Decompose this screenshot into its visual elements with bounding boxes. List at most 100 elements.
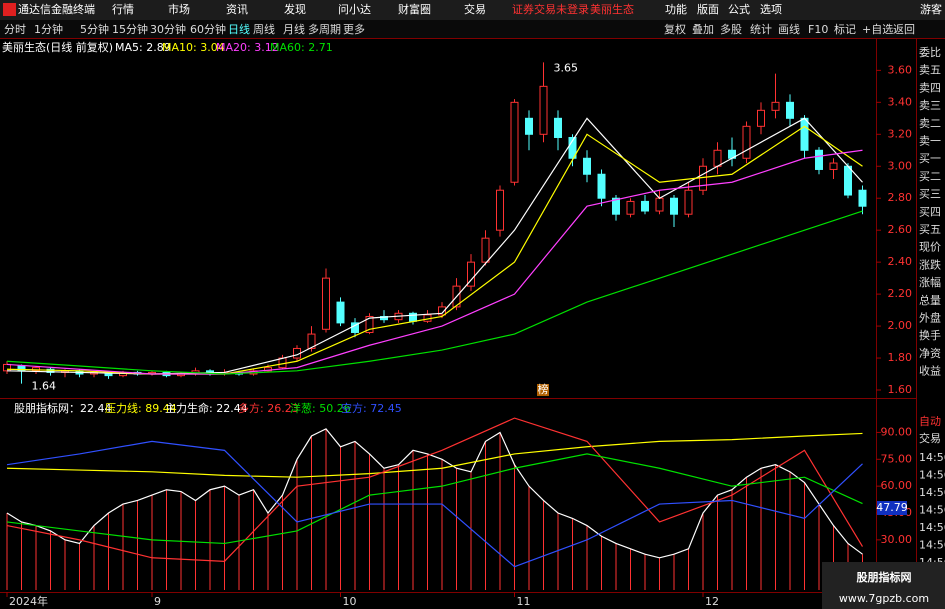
chart-title: 美丽生态(日线 前复权) [2,40,113,54]
period-tab[interactable]: 更多 [343,22,365,36]
candle-body [844,165,852,196]
candle-body [612,197,620,215]
quote-row[interactable]: 卖一 [919,135,941,148]
user[interactable]: 游客 [920,2,942,16]
candle-body [670,197,678,215]
period-tab[interactable]: 周线 [253,22,275,36]
tool-button[interactable]: 画线 [778,22,800,36]
indicator-series [6,417,864,562]
candle-body [771,101,780,111]
period-tab[interactable]: 5分钟 [80,22,109,36]
watermark: 股朋指标网 [857,570,912,584]
period-tab[interactable]: 多周期 [308,22,341,36]
quote-row[interactable]: 涨跌 [919,257,941,271]
period-tab[interactable]: 日线 [228,22,250,36]
menu-item[interactable]: 版面 [697,2,719,16]
tool-button[interactable]: +自选 [862,23,893,36]
period-tab[interactable]: 1分钟 [34,22,63,36]
date-label: 11 [517,595,531,608]
candle-body [626,200,635,215]
legend-entry: MA10: 3.04 [162,41,225,54]
quote-row[interactable]: 买二 [919,170,941,183]
status-text: 美丽生态 [590,2,634,16]
candle-body [539,85,548,135]
tool-button[interactable]: 叠加 [692,23,714,36]
quote-row[interactable]: 买四 [919,205,941,218]
candle-body [713,149,722,167]
y-tick-label: 3.00 [888,159,913,172]
legend-entry: 洋葱: 50.26 [290,401,351,415]
watermark-url: www.7gpzb.com [839,592,929,605]
candle-body [742,125,751,159]
tool-button[interactable]: F10 [808,23,828,36]
indicator-series [6,432,863,478]
candle-body [496,189,504,231]
time-row: 14:56 [919,469,945,482]
candle-body [554,117,562,138]
legend-entry: MA60: 2.71 [270,41,333,54]
y-tick-label: 60.00 [881,479,913,492]
quote-row[interactable]: 卖二 [919,117,941,130]
menu-item[interactable]: 选项 [760,3,782,16]
quote-row[interactable]: 买五 [919,223,941,236]
menu-item[interactable]: 交易 [464,2,486,16]
ma-line [6,125,863,375]
quote-row[interactable]: 现价 [919,241,941,254]
status-text: 证券交易未登录 [512,2,589,16]
toolbar [0,20,945,38]
y-tick-label: 2.80 [888,191,913,204]
quote-row[interactable]: 卖五 [919,64,941,77]
quote-row[interactable]: 总量 [919,293,941,307]
legend-entry: 压力线: 89.44 [105,401,177,415]
period-tab[interactable]: 15分钟 [112,22,148,36]
quote-row[interactable]: 净资 [919,346,941,360]
quote-row[interactable]: 买一 [919,152,941,165]
quote-row[interactable]: 委比 [919,46,941,59]
menu-item[interactable]: 功能 [665,2,687,16]
menu-item[interactable]: 公式 [728,3,750,16]
menu-item[interactable]: 财富圈 [398,2,431,16]
time-row: 14:56 [919,539,945,552]
date-label: 12 [705,595,719,608]
badge-box [537,384,549,396]
menu-item[interactable]: 市场 [168,2,190,16]
tool-button[interactable]: 标记 [834,22,856,36]
y-tick-label: 1.60 [888,383,913,396]
period-tab[interactable]: 60分钟 [190,22,226,36]
candle-body [597,173,606,199]
menu-item[interactable]: 行情 [112,3,134,16]
indicator-series [6,453,863,545]
y-tick-label: 2.20 [888,287,913,300]
date-label: 10 [343,595,357,608]
period-tab[interactable]: 30分钟 [150,22,186,36]
tool-button[interactable]: 返回 [893,23,915,36]
y-tick-label: 3.20 [888,127,913,140]
quote-row[interactable]: 外盘 [919,311,941,325]
mode-row[interactable]: 交易 [919,431,941,445]
candle-body [467,261,475,287]
quote-row[interactable]: 换手 [919,328,941,342]
period-tab[interactable]: 分时 [4,23,26,36]
quote-row[interactable]: 卖三 [919,99,941,112]
quote-row[interactable]: 买三 [919,188,941,201]
period-tab[interactable]: 月线 [283,22,305,36]
menu-item[interactable]: 资讯 [226,3,248,16]
tool-button[interactable]: 统计 [750,23,772,36]
menu-item[interactable]: 发现 [284,2,306,16]
tool-button[interactable]: 复权 [664,22,686,36]
tool-button[interactable]: 多股 [720,22,742,36]
mode-row[interactable]: 自动 [919,415,941,428]
candle-body [307,333,316,349]
quote-row[interactable]: 卖四 [919,81,941,94]
quote-row[interactable]: 涨幅 [919,276,941,289]
marker-label: 47.79 [876,501,908,514]
menu-bar [0,0,945,20]
candle-body [815,149,823,170]
time-row: 14:56 [919,504,945,517]
y-tick-label: 90.00 [881,425,913,438]
price-annotation: 3.65 [554,61,579,74]
candle-body [481,237,490,263]
menu-item[interactable]: 问小达 [338,3,371,16]
quote-row[interactable]: 收益 [919,364,941,378]
